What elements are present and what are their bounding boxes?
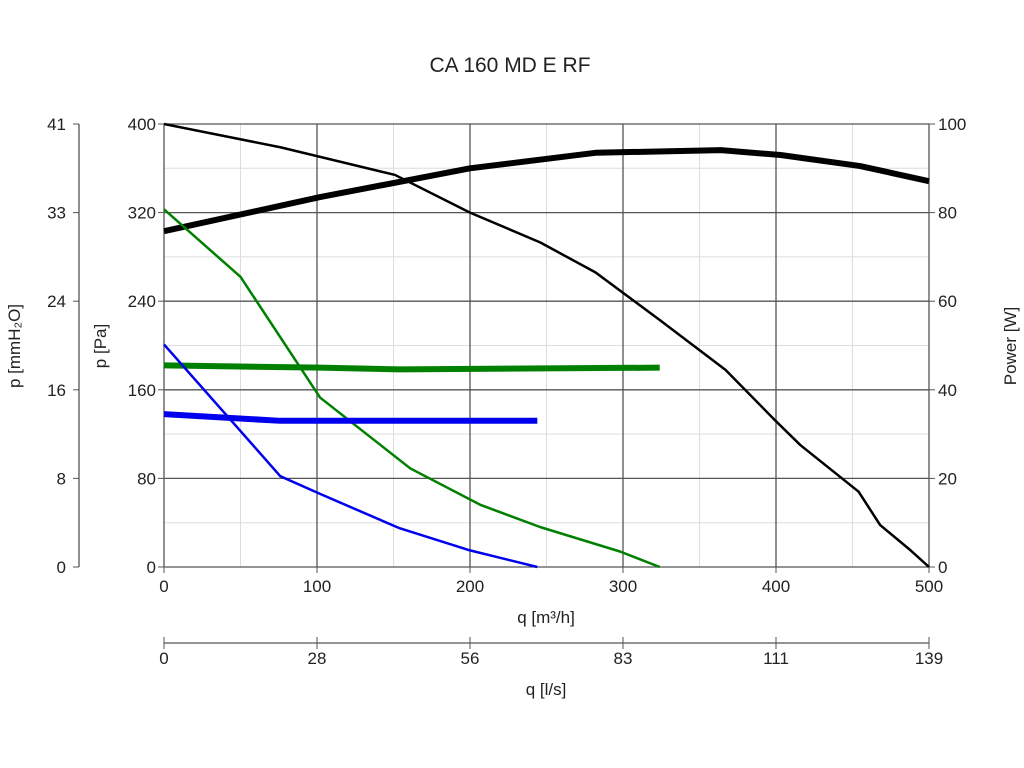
y-right-tick-label: 100 (938, 115, 966, 134)
x-tick-label: 400 (762, 577, 790, 596)
series-power-mid (163, 362, 660, 373)
y-right-tick-label: 20 (938, 469, 957, 488)
x2-tick-label: 28 (308, 649, 327, 668)
y-right-tick-label: 40 (938, 381, 957, 400)
x2-tick-label: 56 (461, 649, 480, 668)
y2-tick-label: 8 (57, 469, 66, 488)
series-pressure-mid (163, 208, 661, 569)
y-tick-label: 400 (128, 115, 156, 134)
series-pressure-low (163, 343, 538, 569)
series-power-max (163, 147, 930, 235)
y-tick-label: 320 (128, 204, 156, 223)
x2-tick-label: 0 (159, 649, 168, 668)
x2-tick-label: 83 (614, 649, 633, 668)
y-tick-label: 80 (137, 469, 156, 488)
series-power-low (163, 411, 538, 424)
x-tick-label: 300 (609, 577, 637, 596)
x-tick-label: 100 (303, 577, 331, 596)
x-tick-label: 0 (159, 577, 168, 596)
chart-title: CA 160 MD E RF (429, 54, 590, 77)
y2-tick-label: 41 (47, 115, 66, 134)
y2-tick-label: 24 (47, 292, 66, 311)
y-right-tick-label: 0 (938, 558, 947, 577)
y2-tick-label: 0 (57, 558, 66, 577)
x2-tick-label: 139 (915, 649, 943, 668)
x2-axis-label: q [l/s] (526, 680, 567, 699)
y-right-tick-label: 60 (938, 292, 957, 311)
y-axis-label: p [Pa] (91, 324, 110, 368)
y2-tick-label: 16 (47, 381, 66, 400)
y2-axis-label: p [mmH₂O] (5, 304, 24, 388)
y-tick-label: 0 (147, 558, 156, 577)
y2-tick-label: 33 (47, 204, 66, 223)
y-tick-label: 240 (128, 292, 156, 311)
x-tick-label: 500 (915, 577, 943, 596)
x-axis-label: q [m³/h] (517, 608, 575, 627)
y-right-axis-label: Power [W] (1001, 307, 1020, 385)
y-right-tick-label: 80 (938, 204, 957, 223)
x2-tick-label: 111 (763, 649, 789, 668)
y-tick-label: 160 (128, 381, 156, 400)
x-tick-label: 200 (456, 577, 484, 596)
